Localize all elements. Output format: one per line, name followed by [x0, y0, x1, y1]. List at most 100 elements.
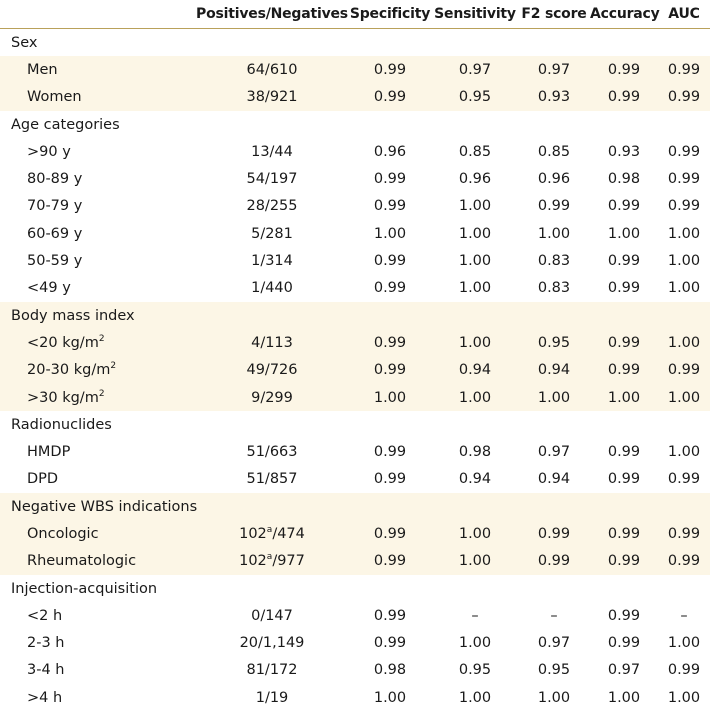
cell-auc: 1.00: [667, 444, 701, 461]
table-row: Men 64/610 0.99 0.97 0.97 0.99 0.99: [0, 56, 710, 84]
table-row: 80-89 y 54/197 0.99 0.96 0.96 0.98 0.99: [0, 165, 710, 192]
cell-specificity: 0.99: [348, 83, 432, 111]
group-row-injection-acquisition: Injection-acquisition: [0, 575, 710, 602]
cell-accuracy: 0.97: [607, 662, 641, 679]
cell-auc: 1.00: [667, 253, 701, 270]
row-label: <2 h: [27, 607, 63, 624]
header-cell-f2-score: F2 score: [518, 0, 590, 29]
cell-f2-score: 0.94: [537, 471, 571, 488]
cell-auc: 1.00: [667, 689, 701, 706]
row-label: 60-69 y: [27, 225, 83, 242]
group-label: Negative WBS indications: [0, 493, 710, 521]
cell-sensitivity: 0.98: [458, 444, 492, 461]
row-label: >90 y: [27, 143, 71, 160]
cell-f2-score: 0.95: [518, 329, 590, 357]
table-row: Rheumatologic 102a/977 0.99 1.00 0.99 0.…: [0, 547, 710, 575]
cell-f2-score: 0.97: [537, 444, 571, 461]
table-row: <20 kg/m2 4/113 0.99 1.00 0.95 0.99 1.00: [0, 329, 710, 357]
cell-auc: 1.00: [667, 635, 701, 652]
group-label: Injection-acquisition: [11, 580, 158, 597]
cell-positives-negatives: 13/44: [251, 143, 293, 160]
cell-accuracy: 0.99: [607, 198, 641, 215]
header-cell-positives-negatives: Positives/Negatives: [196, 0, 348, 29]
cell-accuracy: 1.00: [607, 225, 641, 242]
cell-specificity: 0.99: [373, 607, 407, 624]
cell-f2-score: 0.97: [537, 635, 571, 652]
table-row: 50-59 y 1/314 0.99 1.00 0.83 0.99 1.00: [0, 247, 710, 274]
cell-accuracy: 0.99: [607, 253, 641, 270]
cell-auc: 1.00: [667, 280, 701, 297]
group-row-radionuclides: Radionuclides: [0, 411, 710, 438]
row-label: Rheumatologic: [0, 547, 196, 575]
cell-auc: 0.99: [658, 83, 710, 111]
cell-accuracy: 0.99: [590, 83, 658, 111]
cell-specificity: 1.00: [373, 689, 407, 706]
cell-accuracy: 0.99: [590, 56, 658, 84]
table-row: >4 h 1/19 1.00 1.00 1.00 1.00 1.00: [0, 684, 710, 711]
cell-accuracy: 0.99: [607, 444, 641, 461]
cell-sensitivity: 1.00: [458, 253, 492, 270]
cell-auc: 0.99: [658, 547, 710, 575]
cell-f2-score: 0.83: [537, 253, 571, 270]
table-row: HMDP 51/663 0.99 0.98 0.97 0.99 1.00: [0, 438, 710, 465]
cell-positives-negatives: 49/726: [196, 356, 348, 384]
row-label: 3-4 h: [27, 662, 65, 679]
cell-specificity: 0.99: [373, 444, 407, 461]
row-label-text: <20 kg/m: [27, 334, 99, 351]
cell-f2-score: 1.00: [537, 689, 571, 706]
cell-accuracy: 0.99: [590, 356, 658, 384]
cell-sensitivity: 0.95: [432, 83, 518, 111]
row-label: 20-30 kg/m2: [0, 356, 196, 384]
cell-positives-negatives: 102a/474: [196, 520, 348, 548]
cell-f2-score: 0.95: [537, 662, 571, 679]
cell-auc: 0.99: [667, 143, 701, 160]
cell-f2-score: 0.99: [518, 520, 590, 548]
row-label: >30 kg/m2: [0, 383, 196, 412]
row-label: Women: [0, 83, 196, 111]
cell-auc: 1.00: [658, 329, 710, 357]
row-label-superscript: 2: [98, 333, 105, 344]
table-row: >30 kg/m2 9/299 1.00 1.00 1.00 1.00 1.00: [0, 383, 710, 412]
cell-specificity: 0.99: [348, 520, 432, 548]
cell-positives-negatives: 1/19: [255, 689, 289, 706]
row-label: >4 h: [27, 689, 63, 706]
cell-positives-negatives: 38/921: [196, 83, 348, 111]
cell-positives-negatives: 1/440: [251, 280, 293, 297]
group-row-negative-wbs-indications: Negative WBS indications: [0, 493, 710, 521]
group-label: Age categories: [11, 116, 120, 133]
cell-sensitivity: 1.00: [458, 198, 492, 215]
cell-specificity: 0.99: [373, 280, 407, 297]
cell-specificity: 0.99: [373, 471, 407, 488]
cell-sensitivity: 1.00: [458, 689, 492, 706]
cell-positives-negatives: 51/663: [246, 444, 298, 461]
cell-sensitivity: 1.00: [458, 280, 492, 297]
cell-sensitivity: –: [471, 607, 479, 624]
cell-f2-score: 0.96: [537, 171, 571, 188]
cell-positives-negatives: 4/113: [196, 329, 348, 357]
cell-sensitivity: 1.00: [432, 383, 518, 412]
row-label-superscript: 2: [110, 361, 117, 372]
cell-sensitivity: 0.97: [432, 56, 518, 84]
cell-accuracy: 0.99: [607, 280, 641, 297]
cell-accuracy: 0.99: [607, 635, 641, 652]
pn-positives: 102: [239, 553, 267, 570]
cell-accuracy: 0.98: [607, 171, 641, 188]
cell-positives-negatives: 20/1,149: [239, 635, 305, 652]
cell-auc: 0.99: [667, 662, 701, 679]
cell-positives-negatives: 54/197: [246, 171, 298, 188]
footnote-marker: a: [266, 524, 273, 535]
cell-specificity: 0.99: [373, 198, 407, 215]
row-label: Men: [0, 56, 196, 84]
table-row: 70-79 y 28/255 0.99 1.00 0.99 0.99 0.99: [0, 193, 710, 220]
cell-specificity: 0.99: [348, 329, 432, 357]
cell-positives-negatives: 51/857: [246, 471, 298, 488]
cell-specificity: 0.99: [348, 356, 432, 384]
cell-f2-score: –: [550, 607, 558, 624]
table-header-row: Positives/Negatives Specificity Sensitiv…: [0, 0, 710, 29]
cell-specificity: 1.00: [373, 225, 407, 242]
row-label: <49 y: [27, 280, 71, 297]
row-label: 80-89 y: [27, 171, 83, 188]
table-row: DPD 51/857 0.99 0.94 0.94 0.99 0.99: [0, 466, 710, 493]
table-row: Oncologic 102a/474 0.99 1.00 0.99 0.99 0…: [0, 520, 710, 548]
cell-specificity: 0.99: [348, 56, 432, 84]
